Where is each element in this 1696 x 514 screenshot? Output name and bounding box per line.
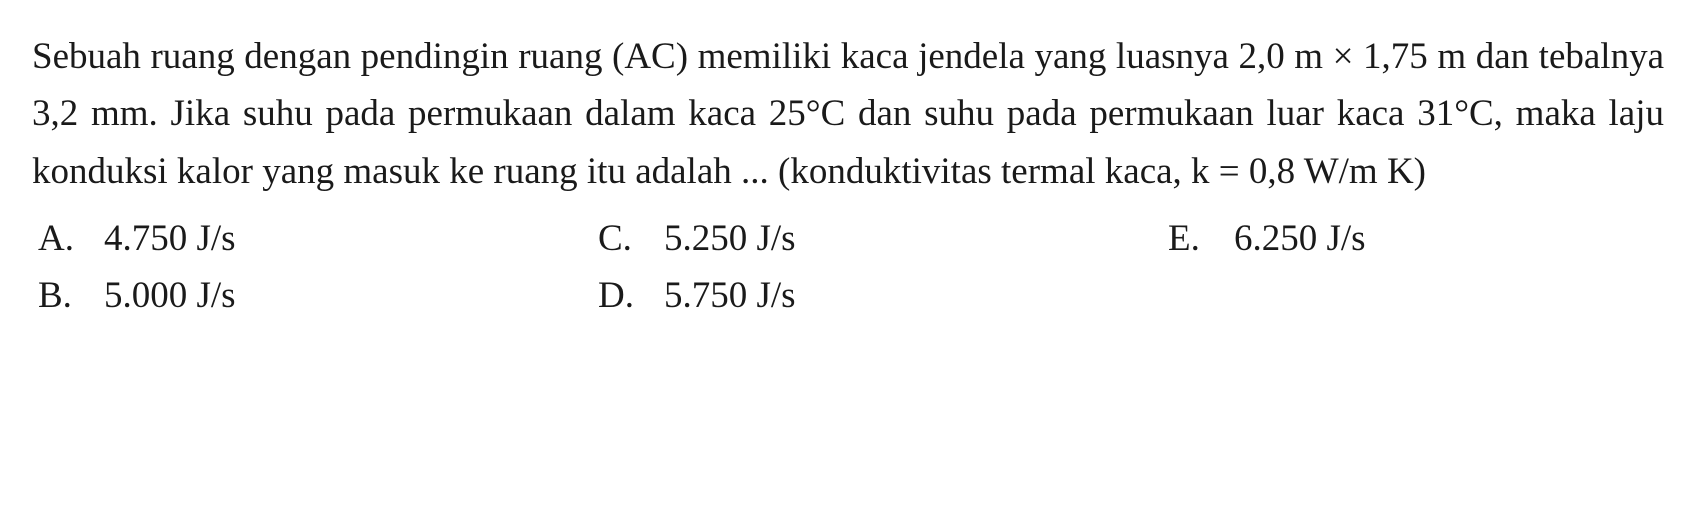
option-a-letter: A. (32, 210, 104, 267)
option-b-letter: B. (32, 267, 104, 324)
option-b-value: 5.000 J/s (104, 267, 592, 324)
option-d-value: 5.750 J/s (664, 267, 1162, 324)
option-e: E. 6.250 J/s (1162, 210, 1664, 267)
option-e-value: 6.250 J/s (1234, 210, 1664, 267)
option-d-letter: D. (592, 267, 664, 324)
option-a: A. 4.750 J/s (32, 210, 592, 267)
option-c: C. 5.250 J/s (592, 210, 1162, 267)
option-column-2: C. 5.250 J/s D. 5.750 J/s (592, 210, 1162, 325)
option-column-1: A. 4.750 J/s B. 5.000 J/s (32, 210, 592, 325)
option-a-value: 4.750 J/s (104, 210, 592, 267)
option-e-letter: E. (1162, 210, 1234, 267)
option-column-3: E. 6.250 J/s (1162, 210, 1664, 325)
option-b: B. 5.000 J/s (32, 267, 592, 324)
option-c-letter: C. (592, 210, 664, 267)
option-d: D. 5.750 J/s (592, 267, 1162, 324)
options-container: A. 4.750 J/s B. 5.000 J/s C. 5.250 J/s D… (32, 210, 1664, 325)
question-text: Sebuah ruang dengan pendingin ruang (AC)… (32, 28, 1664, 200)
option-c-value: 5.250 J/s (664, 210, 1162, 267)
